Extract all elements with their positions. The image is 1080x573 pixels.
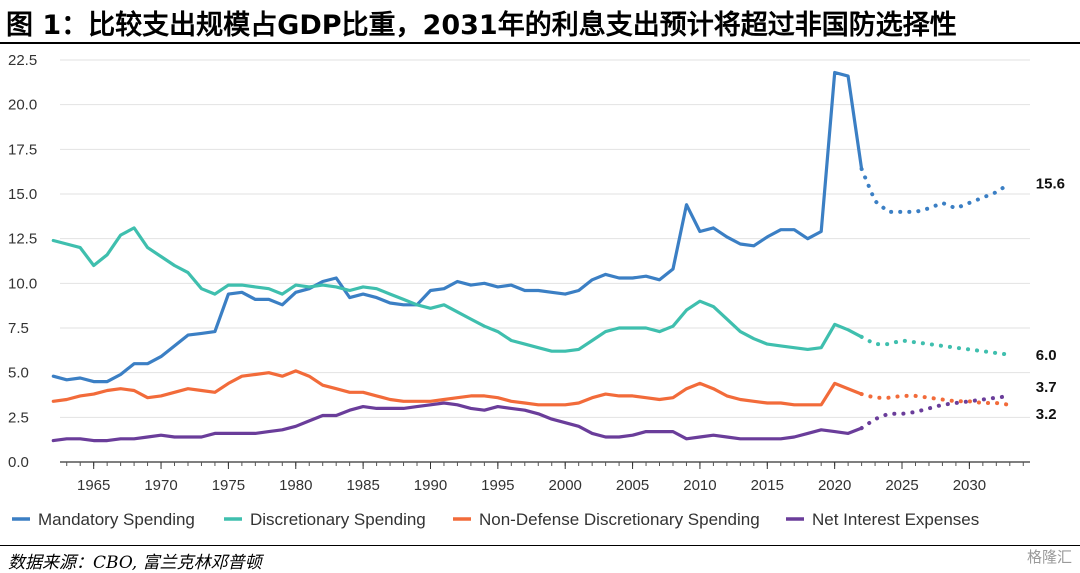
legend-label-2: Non-Defense Discretionary Spending <box>479 510 760 529</box>
legend-label-0: Mandatory Spending <box>38 510 195 529</box>
y-axis: 0.0 2.5 5.0 7.5 10.0 12.5 15.0 17.5 20.0 22.5 <box>8 52 37 471</box>
y-tick-label: 5.0 <box>8 365 29 382</box>
x-tick-label: 1965 <box>77 477 110 494</box>
source-divider <box>0 545 1080 546</box>
source-note: 数据来源：CBO, 富兰克林邓普顿 <box>8 553 262 573</box>
x-tick-label: 1970 <box>144 477 177 494</box>
y-tick-label: 10.0 <box>8 275 37 292</box>
title-bar: 图 1：比较支出规模占GDP比重，2031年的利息支出预计将超过非国防选择性 <box>0 0 1080 44</box>
end-labels: 15.6 6.0 3.2 3.7 <box>1036 175 1065 423</box>
series-line-3 <box>51 401 864 443</box>
series-projection-3 <box>859 393 1012 431</box>
end-label-1: 6.0 <box>1036 347 1057 364</box>
x-tick-label: 2020 <box>818 477 851 494</box>
x-tick-label: 2000 <box>549 477 582 494</box>
legend-label-1: Discretionary Spending <box>250 510 426 529</box>
title-divider <box>0 42 1080 44</box>
legend-label-3: Net Interest Expenses <box>812 510 979 529</box>
y-tick-label: 20.0 <box>8 97 37 114</box>
y-tick-label: 7.5 <box>8 320 29 337</box>
series-line-2 <box>51 369 864 407</box>
legend: Mandatory Spending Discretionary Spending… <box>12 510 979 529</box>
y-tick-label: 22.5 <box>8 52 37 69</box>
series-line-0 <box>51 70 864 384</box>
x-tick-label: 2005 <box>616 477 649 494</box>
x-tick-label: 1995 <box>481 477 514 494</box>
end-label-0: 15.6 <box>1036 175 1065 192</box>
y-tick-label: 15.0 <box>8 186 37 203</box>
series-projection-0 <box>859 167 1012 214</box>
grid-layer <box>60 59 1030 418</box>
x-tick-label: 2015 <box>751 477 784 494</box>
x-axis: 1965 1970 1975 1980 1985 1990 1995 2000 2005 2010… <box>60 461 1030 494</box>
y-tick-label: 2.5 <box>8 409 29 426</box>
series-line-1 <box>51 226 864 353</box>
y-tick-label: 12.5 <box>8 231 37 248</box>
series-projection-1 <box>859 334 1012 357</box>
x-tick-label: 1980 <box>279 477 312 494</box>
y-tick-label: 0.0 <box>8 454 29 471</box>
line-chart: 0.0 2.5 5.0 7.5 10.0 12.5 15.0 17.5 20.0 22.5 196… <box>8 52 1065 529</box>
x-tick-label: 1975 <box>212 477 245 494</box>
page-title: 图 1：比较支出规模占GDP比重，2031年的利息支出预计将超过非国防选择性 <box>6 10 957 41</box>
x-tick-label: 2030 <box>953 477 986 494</box>
series-projection-2 <box>859 392 1012 407</box>
end-label-2: 3.2 <box>1036 406 1057 423</box>
series-layer <box>51 70 1012 443</box>
x-tick-label: 1985 <box>346 477 379 494</box>
watermark: 格隆汇 <box>1026 548 1072 566</box>
x-tick-label: 2025 <box>885 477 918 494</box>
x-tick-label: 2010 <box>683 477 716 494</box>
end-label-3: 3.7 <box>1036 379 1057 396</box>
x-tick-label: 1990 <box>414 477 447 494</box>
y-tick-label: 17.5 <box>8 141 37 158</box>
